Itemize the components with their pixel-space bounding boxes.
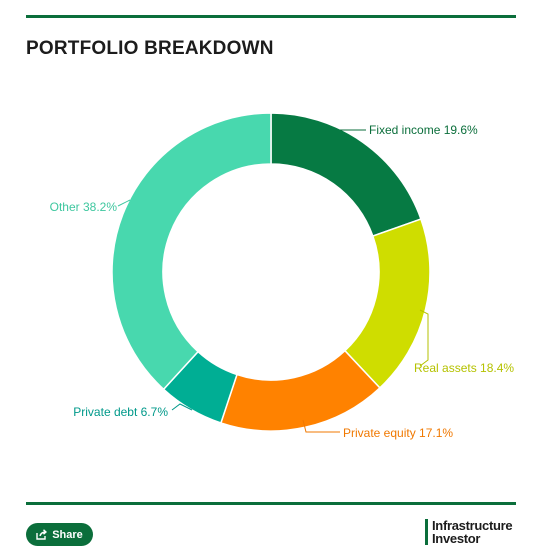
donut-chart: Fixed income 19.6% Real assets 18.4% Priva…: [50, 112, 514, 440]
logo-line-1: Infrastructure: [432, 518, 513, 533]
top-divider: [26, 15, 516, 18]
data-label-real-assets: Real assets 18.4%: [414, 361, 514, 375]
leader-line-other: [117, 199, 131, 207]
leader-line-real-assets: [419, 309, 429, 367]
data-label-private-equity: Private equity 17.1%: [343, 426, 453, 440]
slice-other[interactable]: [111, 112, 272, 391]
chart-title: PORTFOLIO BREAKDOWN: [26, 38, 274, 59]
data-label-fixed-income: Fixed income 19.6%: [369, 123, 478, 137]
slice-private-equity[interactable]: [219, 349, 381, 432]
leader-line-private-debt: [171, 403, 193, 411]
leader-line-private-equity: [302, 419, 340, 433]
share-label: Share: [52, 528, 83, 541]
data-label-other: Other 38.2%: [50, 200, 118, 214]
data-label-private-debt: Private debt 6.7%: [73, 405, 168, 419]
bottom-divider: [26, 502, 516, 505]
brand-logo: Infrastructure Investor: [425, 518, 513, 546]
share-icon: [36, 529, 48, 540]
logo-accent-bar: [425, 519, 428, 545]
logo-line-2: Investor: [432, 531, 481, 546]
share-button[interactable]: Share: [26, 523, 93, 546]
